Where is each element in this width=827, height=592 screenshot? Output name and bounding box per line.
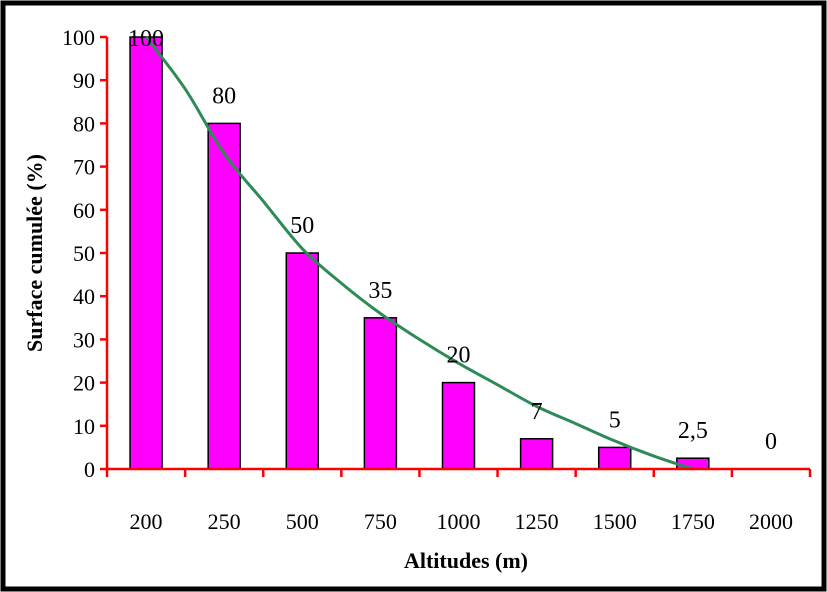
trend-line [144, 36, 694, 471]
y-tick-label-30: 30 [73, 327, 95, 352]
x-tick-label-750: 750 [364, 509, 397, 534]
data-label-750: 35 [368, 278, 392, 304]
y-tick-label-40: 40 [73, 284, 95, 309]
x-axis-title: Altitudes (m) [404, 548, 528, 573]
x-tick-label-200: 200 [130, 509, 163, 534]
data-label-250: 80 [212, 83, 236, 109]
y-axis-title: Surface cumulée (%) [22, 154, 47, 352]
y-tick-label-10: 10 [73, 414, 95, 439]
x-tick-label-1500: 1500 [593, 509, 637, 534]
y-tick-label-70: 70 [73, 155, 95, 180]
bar-1250 [519, 438, 554, 470]
bar-200 [129, 36, 163, 470]
data-label-200: 100 [128, 26, 164, 52]
x-tick-label-1000: 1000 [437, 509, 481, 534]
x-tick-label-2000: 2000 [749, 509, 793, 534]
x-tick-label-1250: 1250 [515, 509, 559, 534]
data-label-2000: 0 [765, 429, 777, 455]
axes-layer [100, 35, 812, 477]
bars-layer [129, 36, 710, 470]
x-tick-label-1750: 1750 [671, 509, 715, 534]
bar-1000 [441, 381, 476, 470]
x-tick-label-250: 250 [208, 509, 241, 534]
trend-layer [144, 36, 694, 471]
bar-1500 [597, 446, 632, 470]
y-tick-label-80: 80 [73, 111, 95, 136]
data-label-1500: 5 [609, 407, 621, 433]
y-tick-label-60: 60 [73, 198, 95, 223]
y-tick-label-90: 90 [73, 68, 95, 93]
y-tick-label-20: 20 [73, 371, 95, 396]
bar-750 [363, 317, 398, 470]
data-label-1000: 20 [447, 343, 471, 369]
x-tick-label-500: 500 [286, 509, 319, 534]
data-label-1750: 2,5 [678, 418, 708, 444]
bar-250 [207, 122, 241, 470]
y-tick-label-0: 0 [84, 457, 95, 482]
bar-1750 [676, 457, 710, 470]
y-tick-label-100: 100 [62, 25, 95, 50]
bar-500 [285, 252, 320, 470]
y-tick-label-50: 50 [73, 241, 95, 266]
data-label-1250: 7 [531, 399, 543, 425]
data-label-500: 50 [290, 213, 314, 239]
